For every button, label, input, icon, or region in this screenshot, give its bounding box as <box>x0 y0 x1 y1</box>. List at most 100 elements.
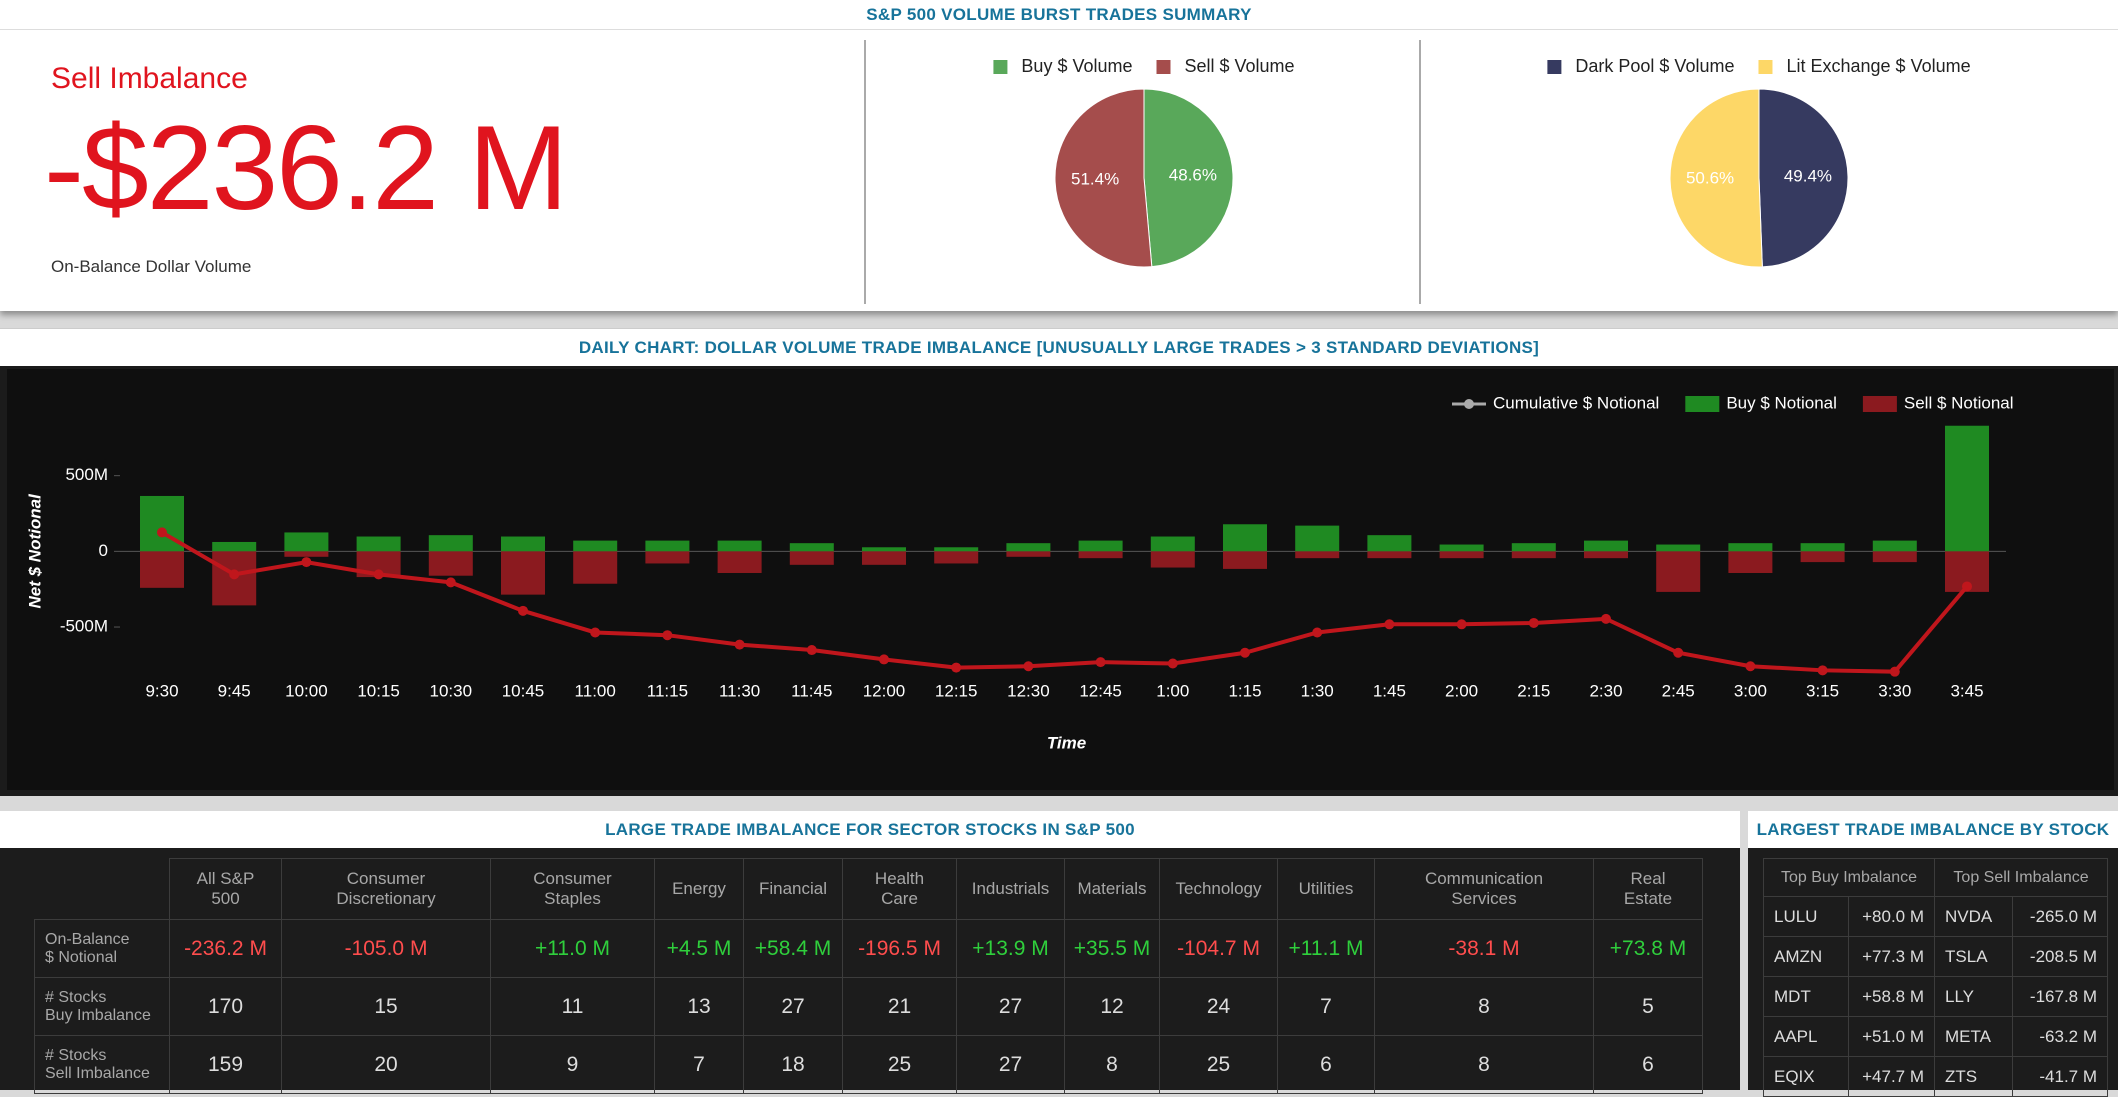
bar <box>284 532 329 552</box>
table-cell: 18 <box>743 1035 843 1094</box>
column-header: All S&P 500 <box>169 858 282 920</box>
legend-label: Dark Pool $ Volume <box>1575 56 1734 76</box>
bar <box>1439 551 1484 559</box>
stock-title: LARGEST TRADE IMBALANCE BY STOCK <box>1748 811 2118 848</box>
bar <box>1439 544 1484 552</box>
table-cell: 170 <box>169 977 282 1036</box>
bar <box>789 543 834 552</box>
x-tick-label: 9:45 <box>218 681 251 700</box>
table-cell: +13.9 M <box>956 919 1065 978</box>
bar <box>1584 551 1628 559</box>
line-point <box>1240 647 1250 658</box>
x-tick-label: 12:00 <box>863 681 906 700</box>
bar <box>645 551 690 564</box>
x-tick-label: 2:45 <box>1662 681 1695 700</box>
table-cell: 24 <box>1159 977 1278 1036</box>
slice-label: 51.4% <box>1071 170 1119 189</box>
table-cell: -105.0 M <box>281 919 491 978</box>
table-cell: 9 <box>490 1035 655 1094</box>
imbalance-value: -$236.2 M <box>44 101 568 235</box>
table-cell: -38.1 M <box>1374 919 1594 978</box>
y-tick-label: 0 <box>99 541 108 560</box>
line-point <box>1023 661 1034 672</box>
line-point <box>1528 617 1539 628</box>
bar <box>1872 551 1917 563</box>
table-row: # Stocks Buy Imbalance 170 15 11 13 27 21 27 12 2… <box>34 977 1703 1036</box>
bar <box>1223 524 1267 552</box>
column-header: Materials <box>1064 858 1160 920</box>
line-point <box>301 557 312 568</box>
column-header: Technology <box>1159 858 1278 920</box>
stock-table: Top Buy Imbalance Top Sell Imbalance LULU +… <box>1762 858 2109 1097</box>
legend-label: Sell $ Volume <box>1185 56 1295 76</box>
ticker: LULU <box>1763 896 1849 937</box>
line-point <box>806 645 817 656</box>
bar <box>645 540 690 552</box>
line-point <box>445 577 456 588</box>
x-tick-label: 11:45 <box>791 681 832 700</box>
legend-label: Cumulative $ Notional <box>1493 393 1659 412</box>
table-cell: 20 <box>281 1035 491 1094</box>
imbalance-value: +47.7 M <box>1847 1056 1936 1097</box>
line-point <box>1745 661 1756 672</box>
legend-swatch <box>1862 396 1897 412</box>
x-tick-label: 3:15 <box>1806 681 1839 700</box>
ticker: AAPL <box>1763 1016 1849 1057</box>
bar <box>1872 540 1917 552</box>
pie-slice <box>1143 88 1234 268</box>
x-tick-label: 11:30 <box>719 681 760 700</box>
bar <box>573 540 618 552</box>
legend-label: Sell $ Notional <box>1904 393 2014 412</box>
slice-label: 49.4% <box>1784 167 1832 186</box>
corner-cell <box>34 858 170 920</box>
column-header: Industrials <box>956 858 1065 920</box>
legend-label: Buy $ Volume <box>1021 56 1132 76</box>
bar <box>1295 551 1340 559</box>
line-point <box>951 662 962 673</box>
table-row: On-Balance $ Notional -236.2 M -105.0 M +11… <box>34 919 1703 978</box>
imbalance-value: +77.3 M <box>1847 936 1936 977</box>
table-row: MDT +58.8 M LLY -167.8 M <box>1763 976 2109 1017</box>
ticker: META <box>1934 1016 2014 1057</box>
header-row: All S&P 500 Consumer Discretionary Consume… <box>34 858 1703 920</box>
table-cell: +11.1 M <box>1277 919 1375 978</box>
table-row: AAPL +51.0 M META -63.2 M <box>1763 1016 2109 1057</box>
sector-panel: All S&P 500 Consumer Discretionary Consume… <box>0 848 1740 1094</box>
imbalance-value: -63.2 M <box>2012 1016 2109 1057</box>
line-point <box>1673 647 1684 658</box>
bar <box>1367 535 1412 552</box>
bar <box>717 540 762 552</box>
legend-marker <box>1464 399 1474 409</box>
table-row: EQIX +47.7 M ZTS -41.7 M <box>1763 1056 2109 1097</box>
y-tick-label: -500M <box>60 617 108 636</box>
bar <box>284 551 329 557</box>
table-cell: 8 <box>1374 977 1594 1036</box>
bar <box>1656 544 1701 552</box>
table-cell: 25 <box>1159 1035 1278 1094</box>
legend-swatch <box>1547 60 1562 74</box>
table-cell: 8 <box>1374 1035 1594 1094</box>
row-label: On-Balance $ Notional <box>34 919 170 978</box>
table-cell: +73.8 M <box>1593 919 1703 978</box>
column-header: Consumer Discretionary <box>281 858 491 920</box>
table-cell: 11 <box>490 977 655 1036</box>
line-point <box>229 569 240 580</box>
line-point <box>1889 666 1900 677</box>
line-point <box>1095 657 1106 668</box>
bar <box>1006 543 1051 552</box>
bar <box>1150 536 1195 552</box>
x-tick-label: 3:45 <box>1950 681 1983 700</box>
table-cell: +35.5 M <box>1064 919 1160 978</box>
x-tick-label: 11:00 <box>575 681 616 700</box>
x-tick-label: 12:30 <box>1007 681 1050 700</box>
y-tick-label: 500M <box>65 465 108 484</box>
column-header: Communication Services <box>1374 858 1594 920</box>
x-tick-label: 2:30 <box>1589 681 1622 700</box>
imbalance-value: +58.8 M <box>1847 976 1936 1017</box>
bar <box>1078 540 1123 552</box>
ticker: AMZN <box>1763 936 1849 977</box>
line-point <box>590 627 601 638</box>
bar <box>1511 543 1556 552</box>
table-cell: +11.0 M <box>490 919 655 978</box>
line-point <box>662 630 673 641</box>
